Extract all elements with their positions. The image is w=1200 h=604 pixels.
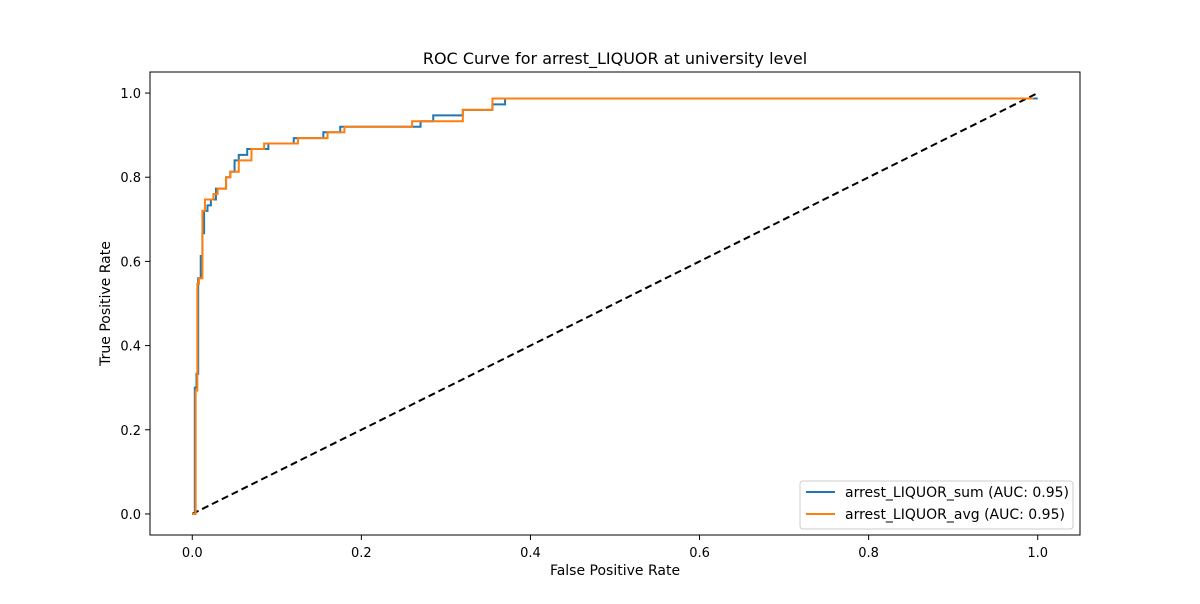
y-tick-label: 0.4	[120, 340, 141, 355]
x-tick-label: 0.2	[351, 546, 372, 561]
x-tick-label: 1.0	[1027, 546, 1048, 561]
x-tick-label: 0.0	[182, 546, 203, 561]
y-tick-label: 0.0	[120, 508, 141, 523]
legend-box	[799, 480, 1074, 530]
y-axis-ticks: 0.0 0.2 0.4 0.6 0.8 1.0	[120, 87, 150, 523]
legend-label-sum: arrest_LIQUOR_sum (AUC: 0.95)	[845, 485, 1069, 501]
chart-title: ROC Curve for arrest_LIQUOR at universit…	[423, 49, 807, 69]
y-tick-label: 0.8	[120, 171, 141, 186]
x-tick-label: 0.4	[520, 546, 541, 561]
x-tick-label: 0.8	[858, 546, 879, 561]
y-tick-label: 1.0	[120, 87, 141, 102]
y-axis-label: True Positive Rate	[98, 241, 114, 367]
legend-label-avg: arrest_LIQUOR_avg (AUC: 0.95)	[845, 507, 1065, 523]
y-tick-label: 0.6	[120, 255, 141, 270]
x-axis-ticks: 0.0 0.2 0.4 0.6 0.8 1.0	[182, 535, 1048, 561]
y-tick-label: 0.2	[120, 424, 141, 439]
x-tick-label: 0.6	[689, 546, 710, 561]
plot-frame	[149, 71, 1081, 536]
x-axis-label: False Positive Rate	[550, 563, 680, 579]
chance-diagonal-line	[191, 92, 1039, 515]
series-layer	[191, 92, 1039, 515]
roc-line-avg	[192, 97, 1034, 515]
legend: arrest_LIQUOR_sum (AUC: 0.95) arrest_LIQ…	[799, 480, 1074, 530]
